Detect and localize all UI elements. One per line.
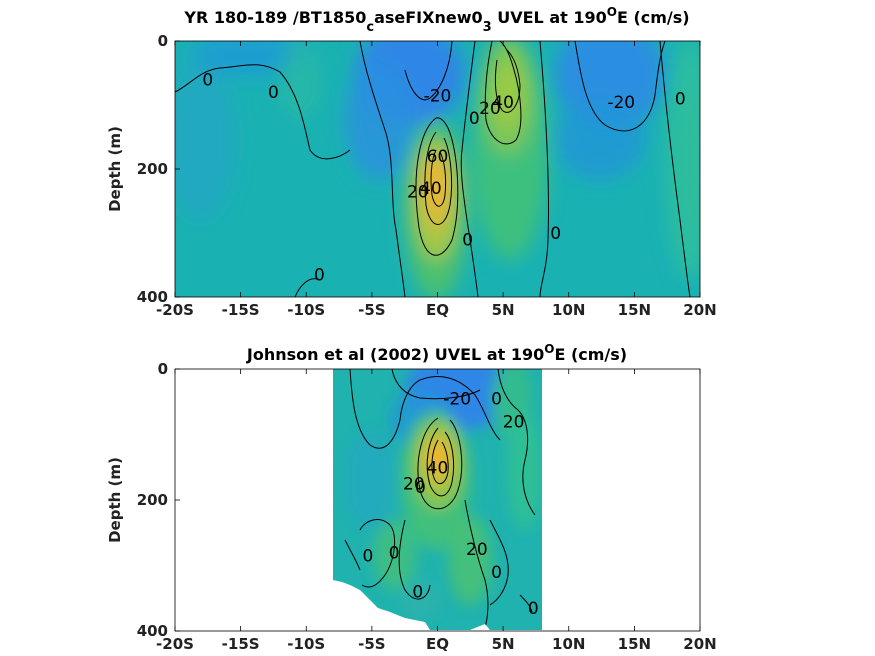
bottom-x-tick-label: -15S [222, 635, 260, 653]
top-panel: YR 180-189 /BT1850caseFIXnew03 UVEL at 1… [106, 5, 717, 319]
bottom-panel-title: Johnson et al (2002) UVEL at 190OE (cm/s… [246, 342, 627, 364]
bottom-x-tick-label: -10S [287, 635, 325, 653]
bottom-contour-label: 0 [415, 478, 426, 498]
bottom-x-tick-label: -5S [358, 635, 385, 653]
bottom-y-tick-label: 400 [137, 622, 168, 640]
top-contour-label: -20 [607, 93, 635, 113]
bottom-contour-label: 0 [412, 583, 423, 603]
top-contour-label: 0 [675, 90, 686, 110]
top-y-axis-label: Depth (m) [106, 126, 124, 212]
top-x-tick-label: -5S [358, 301, 385, 319]
top-y-tick-label: 0 [158, 32, 168, 50]
top-heatmap [175, 41, 700, 297]
bottom-panel: Johnson et al (2002) UVEL at 190OE (cm/s… [106, 342, 717, 653]
bottom-heatmap [333, 369, 542, 630]
top-x-tick-label: -10S [287, 301, 325, 319]
top-x-tick-label: 15N [618, 301, 651, 319]
top-y-tick-label: 400 [137, 288, 168, 306]
top-x-tick-label: 5N [492, 301, 515, 319]
top-contour-label: -20 [424, 86, 452, 106]
bottom-x-tick-label: -20S [156, 635, 194, 653]
top-x-ticks: -20S -15S -10S -5S EQ 5N 10N 15N 20N [156, 41, 717, 319]
top-contour-label: 0 [462, 230, 473, 250]
top-y-tick-label: 200 [137, 160, 168, 178]
top-contour-label: 0 [550, 224, 561, 244]
bottom-y-axis-label: Depth (m) [106, 457, 124, 543]
bottom-y-tick-label: 200 [137, 491, 168, 509]
top-x-tick-label: EQ [426, 301, 449, 319]
bottom-contour-label: 20 [466, 540, 488, 560]
bottom-contour-label: 40 [427, 458, 449, 478]
bottom-x-ticks: -20S -15S -10S -5S EQ 5N 10N 15N 20N [156, 369, 717, 653]
top-x-tick-label: 20N [683, 301, 716, 319]
bottom-contour-label: 0 [389, 543, 400, 563]
top-x-tick-label: 10N [552, 301, 585, 319]
bottom-x-tick-label: 20N [683, 635, 716, 653]
top-contour-label: 0 [469, 109, 480, 129]
bottom-contour-label: 20 [403, 475, 425, 495]
bottom-contour-label: 0 [491, 389, 502, 409]
bottom-contour-label: 0 [491, 563, 502, 583]
top-contour-label: 0 [314, 266, 325, 286]
bottom-contour-label: -20 [443, 389, 471, 409]
bottom-x-tick-label: EQ [426, 635, 449, 653]
top-x-tick-label: -15S [222, 301, 260, 319]
top-contour-label: 40 [420, 179, 442, 199]
bottom-contour-label: 20 [503, 412, 525, 432]
top-contour-label: 0 [268, 83, 279, 103]
bottom-y-ticks: 0 200 400 [137, 360, 180, 640]
bottom-x-tick-label: 5N [492, 635, 515, 653]
bottom-y-tick-label: 0 [158, 360, 168, 378]
bottom-contour-label: 0 [363, 547, 374, 567]
top-contour-label: 20 [479, 99, 501, 119]
top-y-ticks: 0 200 400 [137, 32, 180, 306]
top-x-tick-label: -20S [156, 301, 194, 319]
bottom-x-tick-label: 15N [618, 635, 651, 653]
top-panel-title: YR 180-189 /BT1850caseFIXnew03 UVEL at 1… [183, 5, 689, 35]
top-contour-label: 40 [492, 93, 514, 113]
bottom-x-tick-label: 10N [552, 635, 585, 653]
top-contour-label: 60 [427, 147, 449, 167]
top-contour-label: 0 [202, 70, 213, 90]
top-contour-label: 20 [407, 182, 429, 202]
bottom-contour-label: 0 [528, 599, 539, 619]
